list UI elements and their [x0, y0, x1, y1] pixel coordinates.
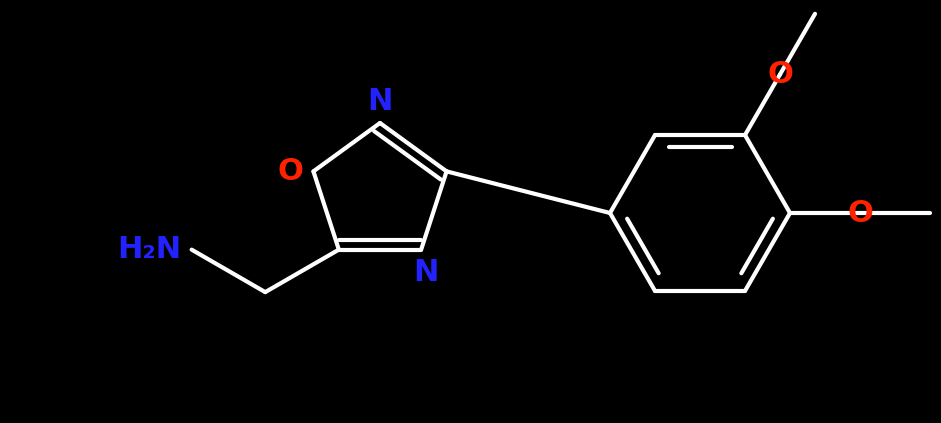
Text: O: O	[278, 157, 303, 186]
Text: O: O	[847, 198, 873, 228]
Text: O: O	[767, 60, 793, 89]
Text: N: N	[367, 87, 392, 116]
Text: N: N	[413, 258, 439, 287]
Text: H₂N: H₂N	[118, 235, 182, 264]
